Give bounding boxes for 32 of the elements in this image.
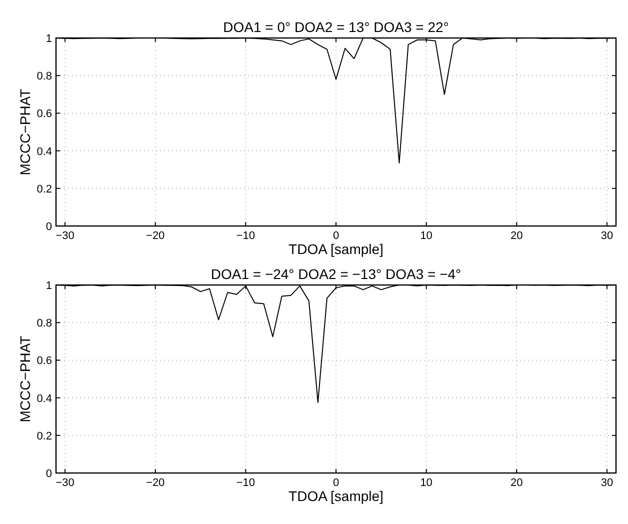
x-tick-label: −10 — [236, 477, 256, 489]
x-tick-label: 30 — [600, 477, 614, 489]
x-tick-label: 30 — [600, 230, 614, 242]
x-axis-title: TDOA [sample] — [288, 241, 384, 257]
y-tick-label: 0.6 — [36, 108, 52, 120]
y-tick-label: 0.2 — [36, 183, 52, 196]
y-tick-label: 0.2 — [36, 430, 52, 442]
x-tick-label: 20 — [510, 230, 523, 242]
x-tick-label: 0 — [332, 230, 340, 242]
x-tick-label: 0 — [332, 477, 340, 489]
y-tick-label: 0.8 — [36, 318, 52, 330]
y-axis-title: MCCC−PHAT — [17, 335, 33, 422]
y-tick-label: 1 — [46, 33, 52, 45]
y-tick-label: 0 — [46, 221, 52, 233]
x-tick-label: 10 — [420, 477, 432, 489]
x-tick-label: −20 — [146, 230, 165, 242]
y-tick-label: 0 — [46, 468, 52, 480]
x-tick-label: 10 — [420, 230, 432, 242]
y-axis-title: MCCC−PHAT — [17, 88, 33, 176]
x-axis-title: TDOA [sample] — [288, 488, 384, 504]
chart-title: DOA1 = 0° DOA2 = 13° DOA3 = 22° — [223, 19, 449, 35]
x-tick-label: −30 — [56, 477, 74, 489]
x-tick-label: 20 — [510, 477, 523, 489]
x-tick-label: −10 — [236, 230, 256, 242]
x-tick-label: −20 — [146, 477, 165, 489]
y-tick-label: 0.6 — [36, 355, 52, 368]
chart-title: DOA1 = −24° DOA2 = −13° DOA3 = −4° — [210, 266, 462, 282]
y-tick-label: 0.4 — [36, 392, 52, 405]
y-tick-label: 0.4 — [36, 146, 52, 158]
y-tick-label: 0.8 — [36, 70, 52, 83]
y-tick-label: 1 — [46, 280, 52, 292]
x-tick-label: −30 — [56, 230, 74, 242]
